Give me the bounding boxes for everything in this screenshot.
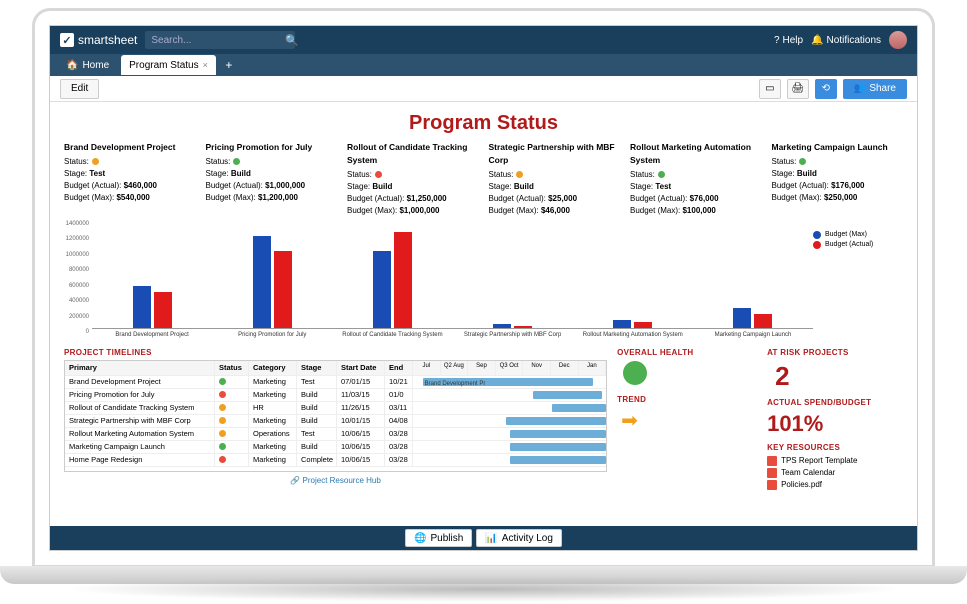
resource-item[interactable]: Policies.pdf — [767, 480, 903, 490]
help-link[interactable]: ?Help — [774, 35, 803, 46]
present-icon[interactable]: ▭ — [759, 79, 781, 99]
tab-program-status[interactable]: Program Status × — [121, 55, 216, 75]
tab-add[interactable]: + — [220, 56, 238, 74]
project-cards-row: Brand Development Project Status: Stage:… — [64, 141, 903, 217]
overall-health-label: OVERALL HEALTH — [617, 348, 753, 357]
bottom-bar: 🌐 Publish 📊 Activity Log — [50, 526, 917, 550]
resource-hub-link[interactable]: 🔗 Project Resource Hub — [64, 476, 607, 485]
search-input[interactable] — [145, 31, 295, 49]
resource-item[interactable]: Team Calendar — [767, 468, 903, 478]
resource-item[interactable]: TPS Report Template — [767, 456, 903, 466]
project-card: Rollout Marketing Automation System Stat… — [630, 141, 762, 217]
project-card: Brand Development Project Status: Stage:… — [64, 141, 196, 217]
dashboard-content: Program Status Brand Development Project… — [50, 102, 917, 526]
trend-arrow-icon: ➡ — [621, 408, 753, 433]
logo-icon: ✓ — [60, 33, 74, 47]
avatar[interactable] — [889, 31, 907, 49]
activity-log-button[interactable]: 📊 Activity Log — [476, 529, 562, 547]
tab-home[interactable]: 🏠 Home — [58, 55, 117, 75]
brand-logo[interactable]: ✓ smartsheet — [60, 33, 137, 47]
project-card: Rollout of Candidate Tracking System Sta… — [347, 141, 479, 217]
publish-button[interactable]: 🌐 Publish — [405, 529, 472, 547]
toolbar: Edit ▭ 🖨 ⟲ 👥 Share — [50, 76, 917, 102]
page-title: Program Status — [64, 112, 903, 135]
chart-legend: Budget (Max)Budget (Actual) — [813, 221, 903, 338]
project-timelines: PROJECT TIMELINES PrimaryBrand Developme… — [64, 348, 607, 519]
metrics-panel: OVERALL HEALTH TREND ➡ AT RISK PROJECTS … — [617, 348, 903, 519]
share-button[interactable]: 👥 Share — [843, 79, 907, 99]
project-card: Pricing Promotion for July Status: Stage… — [206, 141, 338, 217]
project-card: Strategic Partnership with MBF Corp Stat… — [489, 141, 621, 217]
brand-text: smartsheet — [78, 33, 137, 47]
project-card: Marketing Campaign Launch Status: Stage:… — [772, 141, 904, 217]
spend-value: 101% — [767, 411, 903, 437]
resources-label: KEY RESOURCES — [767, 443, 903, 452]
trend-label: TREND — [617, 395, 753, 404]
overall-health-indicator — [623, 361, 647, 385]
print-icon[interactable]: 🖨 — [787, 79, 809, 99]
close-icon[interactable]: × — [203, 60, 208, 70]
spend-label: ACTUAL SPEND/BUDGET — [767, 398, 903, 407]
search-icon[interactable]: 🔍 — [285, 34, 299, 47]
at-risk-label: AT RISK PROJECTS — [767, 348, 903, 357]
budget-chart: 1400000120000010000008000006000004000002… — [64, 221, 903, 338]
timelines-heading: PROJECT TIMELINES — [64, 348, 607, 357]
at-risk-value: 2 — [775, 361, 903, 392]
top-navbar: ✓ smartsheet 🔍 ?Help 🔔Notifications — [50, 26, 917, 54]
edit-button[interactable]: Edit — [60, 79, 99, 99]
refresh-icon[interactable]: ⟲ — [815, 79, 837, 99]
notifications-link[interactable]: 🔔Notifications — [811, 35, 881, 46]
tab-row: 🏠 Home Program Status × + — [50, 54, 917, 76]
